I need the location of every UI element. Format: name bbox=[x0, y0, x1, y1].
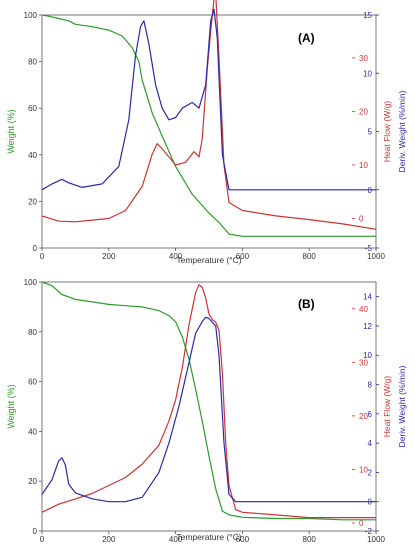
x-tick-label: 1000 bbox=[367, 252, 385, 261]
left-tick-label: 0 bbox=[33, 527, 38, 536]
heat-flow-tick-label: 0 bbox=[359, 215, 364, 224]
weight-line bbox=[41, 281, 376, 521]
x-tick-label: 600 bbox=[236, 252, 250, 261]
x-tick-label: 200 bbox=[102, 252, 116, 261]
heat-flow-axis-label: Heat Flow (W/g) bbox=[382, 376, 392, 438]
left-tick-label: 100 bbox=[24, 11, 38, 20]
deriv-tick-label: 2 bbox=[368, 468, 373, 477]
weight-line bbox=[41, 14, 376, 237]
deriv-tick-label: 15 bbox=[363, 11, 372, 20]
heat-flow-tick-label: 10 bbox=[359, 465, 368, 474]
x-tick-label: 800 bbox=[303, 252, 317, 261]
heat-flow-tick-label: 30 bbox=[359, 54, 368, 63]
plot-frame bbox=[41, 281, 377, 532]
deriv-weight-axis-label: Deriv. Weight (%/min) bbox=[397, 90, 407, 172]
deriv-tick-label: 10 bbox=[363, 69, 372, 78]
heat-flow-tick-label: 40 bbox=[359, 305, 368, 314]
x-tick-label: 400 bbox=[169, 252, 183, 261]
heat-flow-axis-label: Heat Flow (W/g) bbox=[382, 101, 392, 163]
heat-flow-tick-label: 20 bbox=[359, 412, 368, 421]
left-tick-label: 20 bbox=[28, 477, 37, 486]
deriv-tick-label: 4 bbox=[368, 439, 373, 448]
x-tick-label: 600 bbox=[236, 535, 250, 544]
x-tick-label: 1000 bbox=[367, 535, 385, 544]
deriv-tick-label: -2 bbox=[365, 527, 373, 536]
heat-flow-tick-label: 20 bbox=[359, 107, 368, 116]
x-tick-label: 400 bbox=[169, 535, 183, 544]
left-tick-label: 80 bbox=[28, 58, 37, 67]
left-tick-label: 60 bbox=[28, 378, 37, 387]
deriv-tick-label: 8 bbox=[368, 381, 373, 390]
deriv-tick-label: 14 bbox=[363, 293, 372, 302]
x-tick-label: 200 bbox=[102, 535, 116, 544]
heat-flow-tick-label: 0 bbox=[359, 519, 364, 528]
deriv-tick-label: -5 bbox=[365, 244, 373, 253]
left-tick-label: 40 bbox=[28, 427, 37, 436]
heat-flow-line bbox=[41, 0, 377, 230]
x-tick-label: 0 bbox=[40, 252, 45, 261]
x-tick-label: 800 bbox=[303, 535, 317, 544]
panel-label: (B) bbox=[298, 297, 315, 311]
x-tick-label: 0 bbox=[40, 535, 45, 544]
left-tick-label: 100 bbox=[24, 278, 38, 287]
deriv-tick-label: 5 bbox=[368, 128, 373, 137]
heat-flow-tick-label: 30 bbox=[359, 358, 368, 367]
deriv-tick-label: 10 bbox=[363, 351, 372, 360]
left-tick-label: 20 bbox=[28, 197, 37, 206]
heat-flow-tick-label: 10 bbox=[359, 161, 368, 170]
left-tick-label: 60 bbox=[28, 104, 37, 113]
deriv-weight-line bbox=[41, 8, 376, 191]
left-tick-label: 80 bbox=[28, 328, 37, 337]
deriv-weight-line bbox=[41, 316, 376, 503]
x-axis-label: Temperature (°C) bbox=[176, 532, 241, 542]
deriv-weight-axis-label: Deriv. Weight (%/min) bbox=[397, 365, 407, 447]
deriv-tick-label: 6 bbox=[368, 410, 373, 419]
weight-axis-label: Weight (%) bbox=[6, 384, 16, 428]
deriv-tick-label: 12 bbox=[363, 322, 372, 331]
weight-axis-label: Weight (%) bbox=[6, 109, 16, 153]
left-tick-label: 40 bbox=[28, 151, 37, 160]
panel-label: (A) bbox=[298, 31, 315, 45]
x-axis-label: Temperature (°C) bbox=[176, 255, 241, 265]
left-tick-label: 0 bbox=[33, 244, 38, 253]
heat-flow-line bbox=[41, 284, 376, 519]
